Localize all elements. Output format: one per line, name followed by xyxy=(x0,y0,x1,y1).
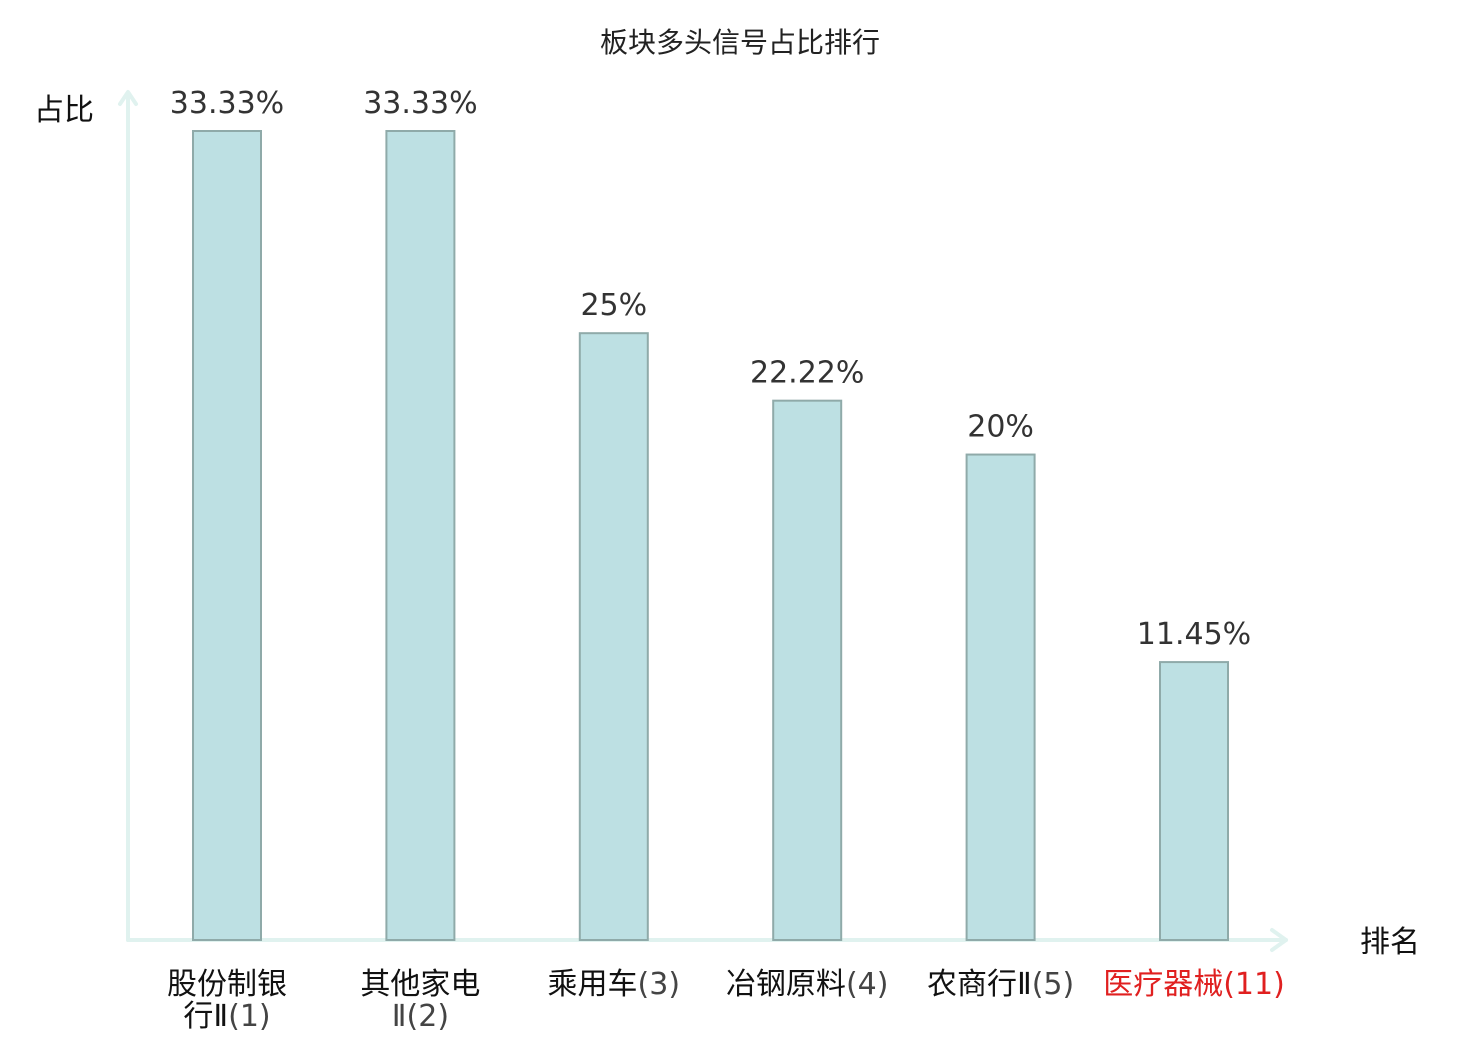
category-name: 乘用车 xyxy=(548,967,638,1002)
category-label-5-line-1: 农商行Ⅱ(5) xyxy=(927,967,1074,1002)
category-label-6-line-1: 医疗器械(11) xyxy=(1103,967,1285,1002)
category-label-2-line-1: 其他家电 xyxy=(360,967,480,1002)
y-axis-label: 占比 xyxy=(34,93,94,128)
category-name: 其他家电 xyxy=(360,967,480,1002)
category-label-1-line-1: 股份制银 xyxy=(167,967,287,1002)
category-name: 股份制银 xyxy=(167,967,287,1002)
category-rank: (11) xyxy=(1223,967,1285,1002)
category-rank: (2) xyxy=(407,999,450,1034)
category-label-1-line-2: 行Ⅱ(1) xyxy=(183,999,270,1034)
category-name: 农商行Ⅱ xyxy=(927,967,1032,1002)
value-label-6: 11.45% xyxy=(1137,617,1251,652)
category-name: Ⅱ xyxy=(392,999,407,1034)
value-label-1: 33.33% xyxy=(170,86,284,121)
value-label-3: 25% xyxy=(580,288,647,323)
value-labels-group: 33.33% 33.33% 25% 22.22% 20% 11.45% xyxy=(170,86,1251,652)
x-axis-label: 排名 xyxy=(1360,925,1420,960)
bar-5 xyxy=(965,453,1036,941)
bars-group xyxy=(192,130,1229,941)
category-rank: (1) xyxy=(228,999,271,1034)
category-label-3-line-1: 乘用车(3) xyxy=(548,967,681,1002)
value-label-5: 20% xyxy=(967,410,1034,445)
bar-2 xyxy=(385,130,456,941)
bar-3 xyxy=(578,332,649,941)
category-name: 冶钢原料 xyxy=(726,967,846,1002)
category-name: 医疗器械 xyxy=(1103,967,1223,1002)
category-rank: (5) xyxy=(1032,967,1075,1002)
category-name: 行Ⅱ xyxy=(183,999,228,1034)
bar-1 xyxy=(192,130,262,941)
bar-6 xyxy=(1159,661,1229,941)
category-rank: (4) xyxy=(846,967,889,1002)
x-axis-arrow xyxy=(1270,928,1288,952)
value-label-4: 22.22% xyxy=(750,356,864,391)
bar-4 xyxy=(772,399,843,941)
category-rank: (3) xyxy=(638,967,681,1002)
category-label-2-line-2: Ⅱ(2) xyxy=(392,999,449,1034)
axes xyxy=(118,90,1288,952)
chart-title: 板块多头信号占比排行 xyxy=(600,26,880,59)
value-label-2: 33.33% xyxy=(363,86,477,121)
category-label-4-line-1: 冶钢原料(4) xyxy=(726,967,889,1002)
